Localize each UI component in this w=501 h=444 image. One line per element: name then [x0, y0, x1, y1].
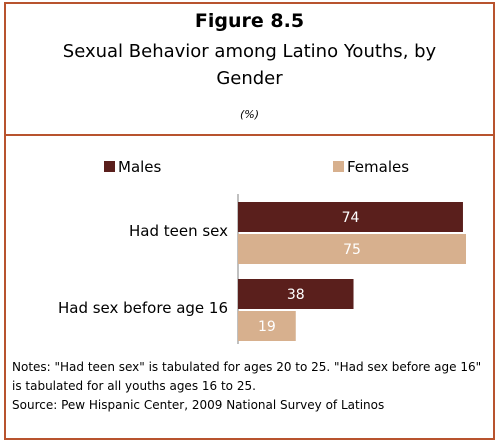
data-label-females-had-teen-sex: 75	[343, 242, 361, 258]
header-divider	[6, 134, 493, 136]
figure-number: Figure 8.5	[194, 10, 305, 32]
data-label-males-had-teen-sex: 74	[342, 210, 360, 226]
bar-males-had-sex-before-age-16	[238, 279, 354, 309]
legend-swatch-females	[333, 161, 344, 172]
chart-units: (%)	[239, 108, 260, 121]
chart-title: Sexual Behavior among Latino Youths, by …	[62, 41, 437, 89]
category-label-had-sex-before-age-16: Had sex before age 16	[58, 299, 228, 317]
legend-swatch-males	[104, 161, 115, 172]
figure-header: Figure 8.5 Sexual Behavior among Latino …	[6, 4, 493, 134]
bar-females-had-teen-sex	[238, 234, 466, 264]
source-text: Source: Pew Hispanic Center, 2009 Nation…	[12, 398, 385, 412]
legend-label-females: Females	[347, 158, 409, 176]
notes-text: Notes: "Had teen sex" is tabulated for a…	[12, 360, 482, 393]
data-label-males-had-sex-before-age-16: 38	[287, 287, 305, 303]
data-label-females-had-sex-before-age-16: 19	[258, 319, 276, 335]
legend-label-males: Males	[118, 158, 162, 176]
bar-males-had-teen-sex	[238, 202, 463, 232]
category-label-had-teen-sex: Had teen sex	[129, 222, 228, 240]
figure-frame: Figure 8.5 Sexual Behavior among Latino …	[4, 2, 495, 440]
chart-notes: Notes: "Had teen sex" is tabulated for a…	[12, 358, 490, 415]
bar-chart: Males Females Had teen sex 74 75 Had sex befo…	[58, 158, 466, 344]
bar-females-had-sex-before-age-16	[238, 311, 296, 341]
